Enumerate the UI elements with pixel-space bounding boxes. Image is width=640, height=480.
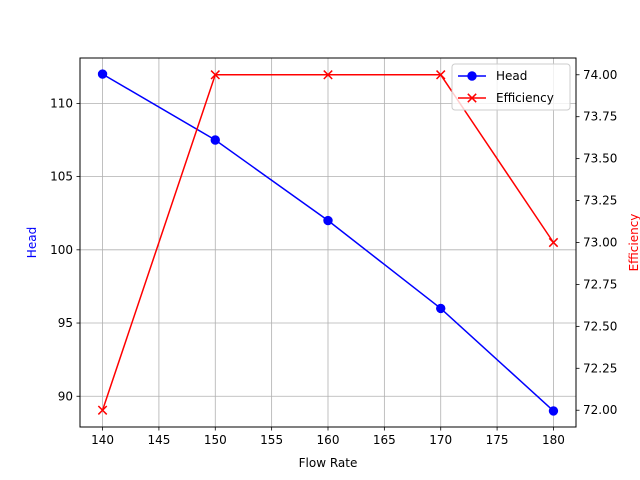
series-markers — [97, 69, 559, 416]
x-tick-label: 150 — [204, 433, 227, 447]
x-tick-label: 155 — [260, 433, 283, 447]
y-left-tick-label: 110 — [50, 96, 73, 110]
y-right-tick-label: 72.50 — [583, 319, 617, 333]
y-left-tick-label: 105 — [50, 170, 73, 184]
data-point-efficiency — [97, 405, 108, 415]
y-left-tick-label: 90 — [58, 389, 73, 403]
x-axis-label: Flow Rate — [299, 456, 358, 470]
legend-label-head: Head — [496, 69, 527, 83]
y-right-tick-label: 73.50 — [583, 152, 617, 166]
data-point-efficiency — [323, 70, 333, 80]
data-point-head — [323, 215, 333, 226]
x-tick-label: 145 — [147, 433, 170, 447]
legend: Head Efficiency — [451, 63, 571, 111]
y-left-tick-label: 100 — [50, 243, 73, 257]
data-point-head — [548, 406, 559, 416]
y-right-tick-label: 73.00 — [583, 236, 617, 250]
data-point-efficiency — [435, 70, 446, 80]
y-right-tick-label: 72.00 — [583, 403, 617, 417]
data-point-head — [436, 303, 446, 314]
x-tick-label: 165 — [373, 433, 396, 447]
legend-marker-efficiency — [467, 93, 477, 103]
y-right-tick-label: 73.25 — [583, 194, 617, 208]
y-right-tick-label: 72.75 — [583, 277, 617, 291]
y-right-tick-label: 74.00 — [583, 68, 617, 82]
y-right-axis-ticks: 72.00 72.25 72.50 72.75 73.00 73.25 73.50 73.75… — [576, 68, 617, 417]
data-point-efficiency — [210, 70, 221, 80]
y-right-tick-label: 73.75 — [583, 110, 617, 124]
x-tick-label: 140 — [91, 433, 114, 447]
x-axis-ticks: 140 145 150 155 160 165 170 175 180 — [91, 427, 565, 447]
legend-marker-head — [467, 71, 477, 81]
y-right-axis-label: Efficiency — [627, 214, 640, 272]
x-tick-label: 160 — [317, 433, 340, 447]
data-point-head — [210, 135, 220, 145]
y-left-axis-label: Head — [25, 227, 39, 258]
x-tick-label: 170 — [429, 433, 452, 447]
data-point-head — [97, 69, 108, 79]
legend-label-efficiency: Efficiency — [496, 91, 554, 105]
x-tick-label: 175 — [486, 433, 509, 447]
y-left-tick-label: 95 — [58, 316, 73, 330]
data-point-efficiency — [548, 237, 559, 248]
y-left-axis-ticks: 90 95 100 105 110 — [50, 96, 80, 403]
x-tick-label: 180 — [542, 433, 565, 447]
y-right-tick-label: 72.25 — [583, 361, 617, 375]
grid-lines — [80, 58, 576, 427]
